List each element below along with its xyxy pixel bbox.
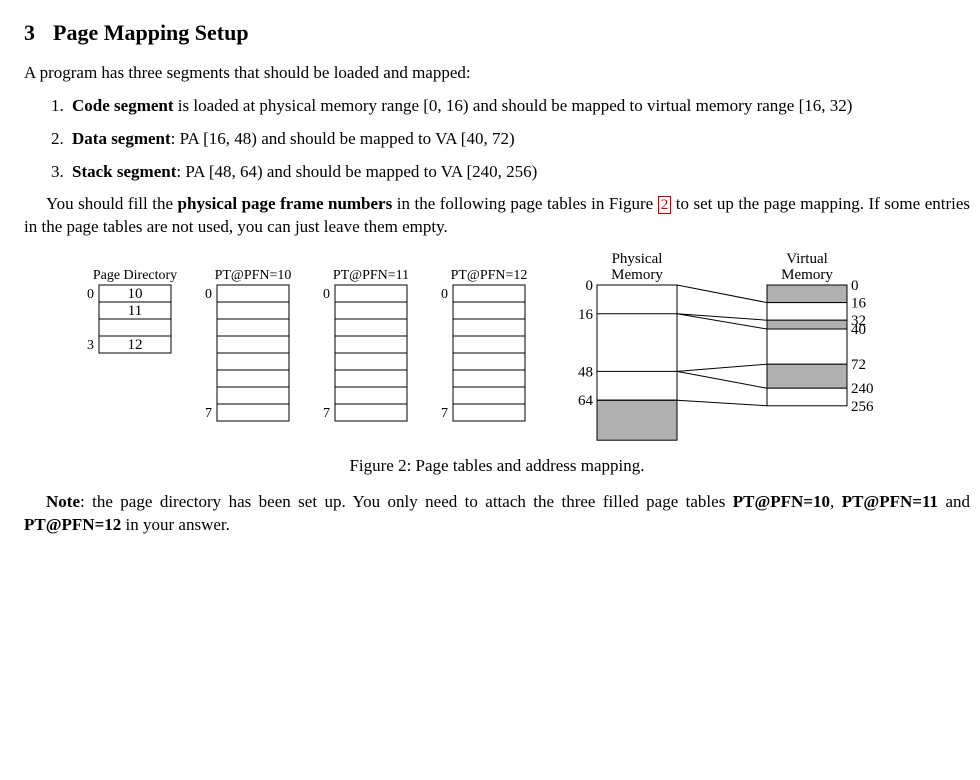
svg-text:64: 64 bbox=[578, 394, 594, 410]
list-item: Code segment is loaded at physical memor… bbox=[68, 95, 970, 118]
section-title: Page Mapping Setup bbox=[53, 20, 249, 45]
svg-text:16: 16 bbox=[851, 296, 867, 312]
pt-name: PT@PFN=11 bbox=[842, 492, 938, 511]
svg-text:0: 0 bbox=[87, 287, 94, 302]
svg-text:256: 256 bbox=[851, 399, 874, 415]
svg-text:72: 72 bbox=[851, 358, 866, 374]
intro-text: A program has three segments that should… bbox=[24, 62, 970, 85]
svg-text:Memory: Memory bbox=[611, 267, 663, 283]
segment-list: Code segment is loaded at physical memor… bbox=[24, 95, 970, 184]
instruction-para: You should fill the physical page frame … bbox=[24, 193, 970, 239]
pt-name: PT@PFN=10 bbox=[733, 492, 830, 511]
svg-text:40: 40 bbox=[851, 322, 866, 338]
svg-text:Memory: Memory bbox=[781, 267, 833, 283]
svg-text:16: 16 bbox=[578, 307, 594, 323]
figure-ref: 2 bbox=[658, 196, 672, 214]
svg-text:0: 0 bbox=[323, 287, 330, 302]
note-label: Note bbox=[46, 492, 80, 511]
segment-desc: is loaded at physical memory range [0, 1… bbox=[174, 96, 853, 115]
section-number: 3 bbox=[24, 20, 35, 45]
svg-text:PT@PFN=11: PT@PFN=11 bbox=[333, 268, 409, 283]
svg-text:0: 0 bbox=[586, 278, 594, 294]
svg-text:Page Directory: Page Directory bbox=[93, 268, 177, 283]
svg-text:PT@PFN=12: PT@PFN=12 bbox=[451, 268, 528, 283]
pt-name: PT@PFN=12 bbox=[24, 515, 121, 534]
figure-2: Page Directory03101112PT@PFN=1007PT@PFN=… bbox=[37, 253, 957, 477]
note-para: Note: the page directory has been set up… bbox=[24, 491, 970, 537]
text: in your answer. bbox=[121, 515, 230, 534]
svg-text:7: 7 bbox=[441, 406, 448, 421]
svg-text:Physical: Physical bbox=[612, 253, 663, 267]
svg-text:10: 10 bbox=[128, 286, 143, 302]
svg-text:0: 0 bbox=[441, 287, 448, 302]
text: : the page directory has been set up. Yo… bbox=[80, 492, 733, 511]
list-item: Data segment: PA [16, 48) and should be … bbox=[68, 128, 970, 151]
svg-text:240: 240 bbox=[851, 382, 874, 398]
figure-caption: Figure 2: Page tables and address mappin… bbox=[37, 455, 957, 478]
text: You should fill the bbox=[46, 194, 178, 213]
svg-text:7: 7 bbox=[323, 406, 330, 421]
text: , bbox=[830, 492, 842, 511]
segment-desc: : PA [48, 64) and should be mapped to VA… bbox=[176, 162, 537, 181]
segment-name: Stack segment bbox=[72, 162, 176, 181]
svg-text:Virtual: Virtual bbox=[786, 253, 828, 267]
svg-text:7: 7 bbox=[205, 406, 212, 421]
segment-name: Data segment bbox=[72, 129, 171, 148]
segment-name: Code segment bbox=[72, 96, 174, 115]
svg-text:11: 11 bbox=[128, 303, 142, 319]
segment-desc: : PA [16, 48) and should be mapped to VA… bbox=[171, 129, 515, 148]
svg-text:12: 12 bbox=[128, 337, 143, 353]
svg-text:48: 48 bbox=[578, 365, 593, 381]
svg-text:PT@PFN=10: PT@PFN=10 bbox=[215, 268, 292, 283]
section-heading: 3 Page Mapping Setup bbox=[24, 18, 970, 48]
list-item: Stack segment: PA [48, 64) and should be… bbox=[68, 161, 970, 184]
bold-text: physical page frame numbers bbox=[178, 194, 393, 213]
figure-svg: Page Directory03101112PT@PFN=1007PT@PFN=… bbox=[37, 253, 907, 448]
svg-text:0: 0 bbox=[205, 287, 212, 302]
text: in the following page tables in Figure bbox=[392, 194, 658, 213]
svg-text:3: 3 bbox=[87, 338, 94, 353]
svg-text:0: 0 bbox=[851, 278, 859, 294]
text: and bbox=[938, 492, 970, 511]
